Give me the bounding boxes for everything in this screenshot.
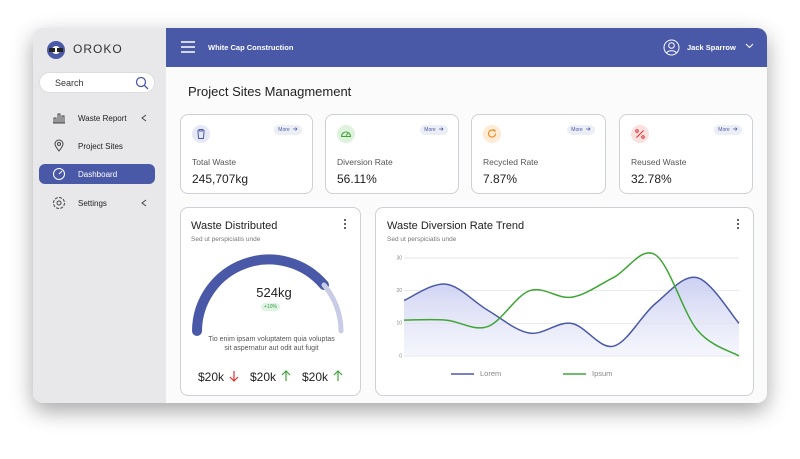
- kpi-card: More Total Waste 245,707kg: [180, 114, 313, 194]
- search-box[interactable]: Search: [39, 72, 155, 93]
- app-window: OROKO Search Waste Report Project Sites …: [33, 28, 767, 403]
- more-menu[interactable]: [734, 218, 742, 230]
- icon: [337, 125, 355, 143]
- card-icon: [482, 124, 502, 149]
- card-value: 32.78%: [631, 172, 672, 186]
- menu-item[interactable]: Waste Report: [43, 108, 155, 128]
- card-value: 56.11%: [337, 172, 377, 186]
- arrow: [732, 127, 738, 131]
- sidebar: OROKO Search Waste Report Project Sites …: [33, 28, 166, 403]
- gauge-value: 524kg: [256, 285, 292, 300]
- chart-title: Waste Diversion Rate Trend: [387, 220, 525, 232]
- chevron[interactable]: [745, 43, 754, 49]
- kpi-card: More Diversion Rate 56.11%: [325, 114, 459, 194]
- more-label: More: [571, 127, 583, 133]
- area: [404, 277, 739, 356]
- menu-label: Waste Report: [78, 113, 127, 123]
- description: sit aspernatur aut odit aut fugit: [224, 345, 319, 352]
- card-value: 245,707kg: [192, 172, 249, 186]
- y-tick-label: 0: [399, 353, 402, 359]
- more-arrow: [438, 127, 444, 133]
- card-value: 7.87%: [483, 172, 518, 186]
- card-icon: [336, 124, 356, 149]
- more-label: More: [718, 127, 730, 133]
- menu-item[interactable]: Settings: [43, 193, 155, 213]
- chart: 0 10 20 30 Lorem Ipsum: [396, 252, 740, 378]
- gauge-card: Waste Distributed Sed ut perspiciatis un…: [180, 207, 361, 396]
- more-button[interactable]: More: [274, 125, 302, 135]
- more-arrow: [292, 127, 298, 133]
- menu-icon: [53, 168, 65, 180]
- y-tick-label: 30: [396, 255, 402, 261]
- arrow: [585, 127, 591, 131]
- menu-label: Dashboard: [78, 169, 118, 179]
- user-name: Jack Sparrow: [687, 43, 736, 52]
- card-label: Recycled Rate: [483, 157, 539, 167]
- kpi-card: More Reused Waste 32.78%: [619, 114, 753, 194]
- card-label: Total Waste: [192, 157, 237, 167]
- more-arrow: [732, 127, 738, 133]
- chart-subtitle: Sed ut perspiciatis unde: [387, 236, 457, 243]
- menu-item-active[interactable]: Dashboard: [39, 164, 155, 184]
- chevron: [141, 199, 147, 207]
- icon: [631, 125, 649, 143]
- logo-icon: [47, 41, 65, 59]
- line: [403, 276, 740, 347]
- more-label: More: [278, 127, 290, 133]
- gauge: [192, 254, 344, 382]
- card-label: Diversion Rate: [337, 157, 393, 167]
- gauge-fill: [192, 254, 329, 336]
- menu-item[interactable]: Project Sites: [43, 136, 155, 156]
- y-tick-label: 10: [396, 321, 402, 327]
- more-label: More: [424, 127, 436, 133]
- more-button[interactable]: More: [567, 125, 595, 135]
- arrow: [292, 127, 298, 131]
- icon: [192, 125, 210, 143]
- legend-label: Lorem: [480, 369, 501, 378]
- y-tick-label: 20: [396, 288, 402, 294]
- menu-label: Project Sites: [78, 141, 123, 151]
- menu-icon: [53, 197, 65, 209]
- search-placeholder: Search: [55, 78, 84, 88]
- hamburger[interactable]: [180, 41, 196, 53]
- up-arrow: [281, 370, 291, 381]
- more-button[interactable]: More: [714, 125, 742, 135]
- up-arrow: [333, 370, 343, 381]
- icon: [483, 125, 501, 143]
- menu-icon: [54, 139, 64, 152]
- card-icon: [630, 124, 650, 149]
- legend-label: Ipsum: [592, 369, 612, 378]
- more-button[interactable]: More: [420, 125, 448, 135]
- line: [403, 252, 740, 357]
- top-bar: White Cap Construction Jack Sparrow: [166, 28, 767, 67]
- card-title: Waste Distributed: [191, 220, 278, 232]
- search-icon: [135, 76, 149, 90]
- gauge-track: [321, 282, 344, 334]
- chart-card: Waste Diversion Rate Trend Sed ut perspi…: [375, 207, 754, 396]
- stat: $20k: [250, 370, 277, 384]
- menu-icon: [53, 113, 65, 124]
- stat: $20k: [198, 370, 225, 384]
- down-arrow: [229, 371, 239, 382]
- card-subtitle: Sed ut perspiciatis unde: [191, 236, 261, 243]
- menu-label: Settings: [78, 198, 107, 208]
- logo-text: OROKO: [73, 42, 123, 56]
- user-avatar[interactable]: [663, 39, 680, 56]
- card-icon: [191, 124, 211, 149]
- kpi-card: More Recycled Rate 7.87%: [471, 114, 606, 194]
- more-arrow: [585, 127, 591, 133]
- company-name: White Cap Construction: [208, 43, 294, 52]
- change-badge: [261, 303, 280, 311]
- page-title: Project Sites Managmement: [188, 84, 352, 99]
- more-menu[interactable]: [341, 218, 349, 230]
- arrow: [438, 127, 444, 131]
- chevron: [141, 114, 147, 122]
- description: Tio enim ipsam voluptatem quia voluptas: [208, 336, 335, 343]
- stat: $20k: [302, 370, 329, 384]
- change-label: +10%: [264, 304, 277, 310]
- card-label: Reused Waste: [631, 157, 687, 167]
